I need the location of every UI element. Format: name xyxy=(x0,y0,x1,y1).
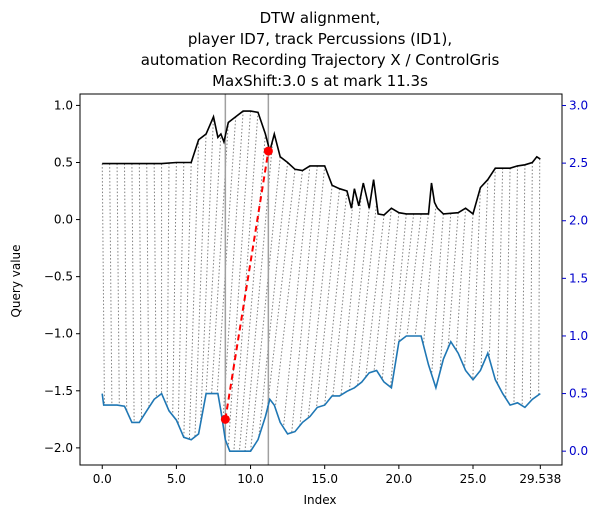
alignment-line-6 xyxy=(146,163,150,408)
alignment-line-13 xyxy=(188,139,200,440)
alignment-line-27 xyxy=(274,170,303,408)
x-tick-label-6: 29.538 xyxy=(519,472,561,486)
series-query-line xyxy=(102,110,541,216)
y-right-tick-label-1: 0.5 xyxy=(569,387,588,401)
alignment-line-46 xyxy=(431,213,444,375)
title-line-4: MaxShift:3.0 s at mark 11.3s xyxy=(212,72,428,90)
x-tick-label-3: 15.0 xyxy=(311,472,338,486)
alignment-line-14 xyxy=(194,133,207,437)
alignment-line-20 xyxy=(227,111,252,448)
alignment-line-24 xyxy=(250,156,281,452)
alignment-line-10 xyxy=(172,162,177,416)
alignment-line-29 xyxy=(291,165,318,433)
x-tick-label-0: 0.0 xyxy=(93,472,112,486)
x-axis-label: Index xyxy=(303,493,336,507)
alignment-line-15 xyxy=(200,116,214,424)
title-line-3: automation Recording Trajectory X / Cont… xyxy=(141,51,500,69)
alignment-line-25 xyxy=(258,162,289,438)
alignment-line-41 xyxy=(389,213,407,388)
alignment-line-42 xyxy=(398,213,415,343)
alignment-line-57 xyxy=(521,164,526,406)
y-tick-label-6: 1.0 xyxy=(54,98,73,112)
alignment-line-18 xyxy=(216,116,237,394)
y-axis-ticks: −2.0 −1.5 −1.0 −0.5 0.0 0.5 1.0 xyxy=(44,98,80,455)
alignment-line-50 xyxy=(464,213,474,369)
alignment-lines xyxy=(101,111,541,452)
x-tick-label-5: 25.0 xyxy=(460,472,487,486)
alignment-line-35 xyxy=(340,190,363,395)
alignment-line-4 xyxy=(131,163,135,423)
highlight-point-1 xyxy=(263,146,273,156)
alignment-line-52 xyxy=(480,179,489,370)
alignment-line-7 xyxy=(153,163,157,398)
alignment-line-55 xyxy=(505,168,511,399)
y-tick-label-0: −2.0 xyxy=(44,441,73,455)
y-right-tick-label-4: 2.0 xyxy=(569,214,588,228)
alignment-line-47 xyxy=(439,213,452,373)
x-axis-ticks: 0.0 5.0 10.0 15.0 20.0 25.0 29.538 xyxy=(93,465,561,486)
alignment-line-5 xyxy=(138,163,143,419)
y-right-tick-label-5: 2.5 xyxy=(569,156,588,170)
alignment-line-22 xyxy=(238,133,266,452)
y-tick-label-5: 0.5 xyxy=(54,155,73,169)
highlight-alignment xyxy=(220,146,273,424)
highlight-point-0 xyxy=(220,414,230,424)
y-right-tick-label-2: 1.0 xyxy=(569,329,588,343)
y-tick-label-1: −1.5 xyxy=(44,384,73,398)
highlight-dashed-line xyxy=(224,150,270,420)
alignment-line-39 xyxy=(373,208,392,372)
y-axis-right-ticks: 0.0 0.5 1.0 1.5 2.0 2.5 3.0 xyxy=(562,99,588,458)
chart-title: DTW alignment, player ID7, track Percuss… xyxy=(141,9,500,90)
alignment-line-33 xyxy=(324,190,348,406)
alignment-line-9 xyxy=(166,163,170,407)
alignment-line-30 xyxy=(299,165,326,426)
alignment-line-26 xyxy=(266,169,296,411)
y-tick-label-4: 0.0 xyxy=(54,213,73,227)
alignment-line-3 xyxy=(123,163,128,412)
alignment-line-37 xyxy=(357,202,378,386)
alignment-line-45 xyxy=(422,205,437,345)
alignment-line-56 xyxy=(513,165,519,404)
alignment-line-16 xyxy=(205,133,222,394)
plot-frame xyxy=(79,93,563,466)
alignment-line-59 xyxy=(538,158,541,395)
alignment-line-11 xyxy=(177,162,185,425)
series-lines xyxy=(101,110,541,453)
alignment-line-53 xyxy=(488,168,496,359)
alignment-line-31 xyxy=(307,185,333,418)
alignment-line-54 xyxy=(496,168,504,384)
alignment-line-36 xyxy=(348,208,370,391)
y-axis-label: Query value xyxy=(9,244,23,317)
alignment-line-51 xyxy=(472,187,481,380)
x-tick-label-2: 10.0 xyxy=(237,472,264,486)
alignment-line-21 xyxy=(233,112,259,452)
y-right-tick-label-0: 0.0 xyxy=(569,444,588,458)
alignment-line-2 xyxy=(116,163,120,406)
title-line-1: DTW alignment, xyxy=(260,9,381,27)
x-tick-label-1: 5.0 xyxy=(167,472,186,486)
alignment-line-49 xyxy=(455,208,467,351)
alignment-line-38 xyxy=(365,214,385,378)
y-tick-label-3: −0.5 xyxy=(44,270,73,284)
series-reference-line xyxy=(101,335,541,453)
alignment-line-44 xyxy=(414,213,430,337)
alignment-line-28 xyxy=(282,165,311,428)
alignment-line-1 xyxy=(109,163,113,406)
alignment-line-0 xyxy=(101,163,105,406)
alignment-line-12 xyxy=(183,162,192,438)
alignment-line-19 xyxy=(222,111,244,423)
alignment-line-43 xyxy=(406,213,422,337)
y-right-tick-label-3: 1.5 xyxy=(569,271,588,285)
x-tick-label-4: 20.0 xyxy=(386,472,413,486)
alignment-line-58 xyxy=(529,162,533,402)
title-line-2: player ID7, track Percussions (ID1), xyxy=(188,30,452,48)
y-right-tick-label-6: 3.0 xyxy=(569,99,588,113)
y-tick-label-2: −1.0 xyxy=(44,327,73,341)
alignment-line-48 xyxy=(447,212,459,348)
